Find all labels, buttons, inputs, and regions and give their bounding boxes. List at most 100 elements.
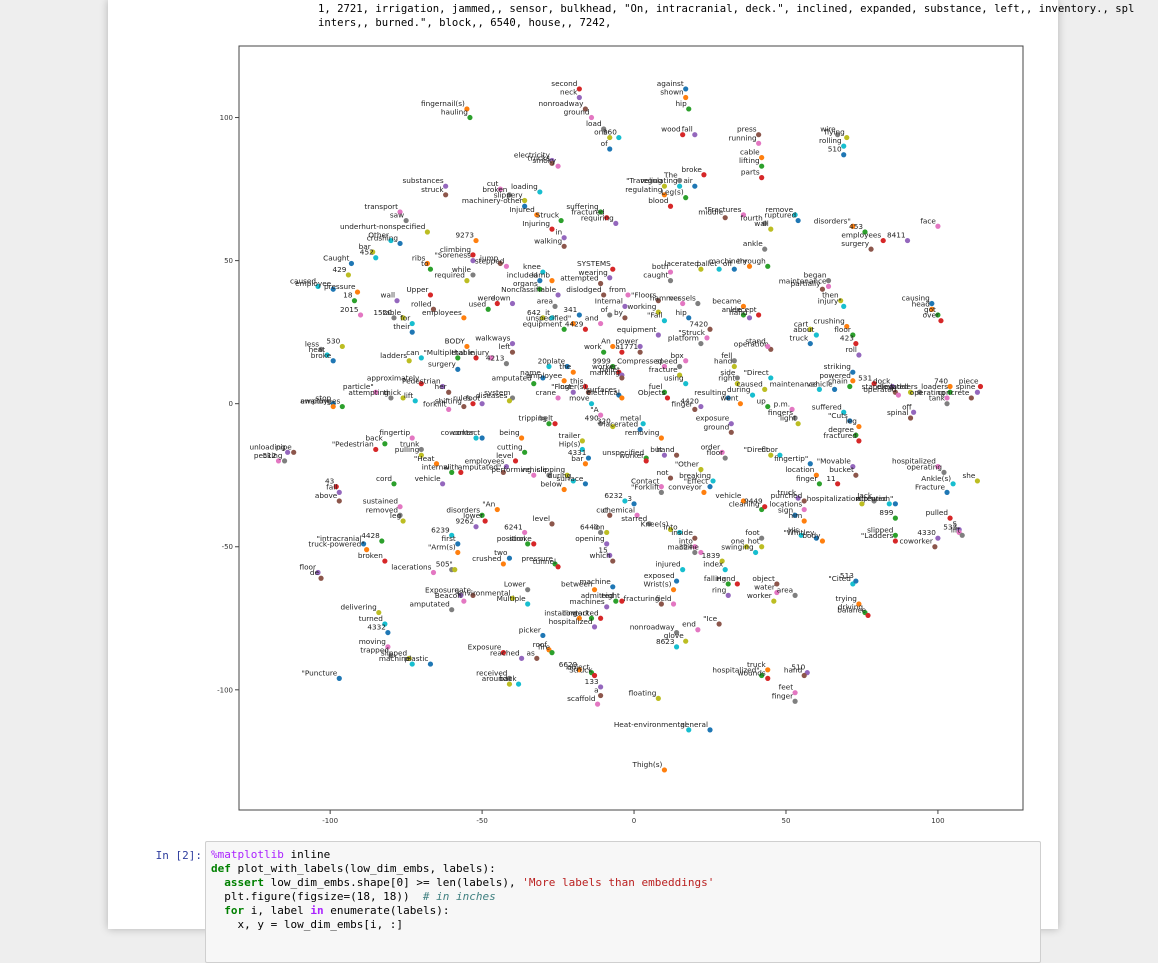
scatter-point bbox=[850, 223, 856, 229]
point-label: 43 bbox=[325, 477, 335, 486]
point-label: exposure bbox=[696, 414, 730, 423]
scatter-point bbox=[944, 489, 950, 495]
point-label: load bbox=[586, 119, 602, 128]
point-label: back bbox=[366, 434, 384, 443]
scatter-point bbox=[354, 289, 361, 295]
scatter-point bbox=[950, 481, 956, 487]
point-label: 510 bbox=[791, 663, 805, 672]
point-label: "Whitley bbox=[783, 528, 815, 537]
code-line: plt.figure(figsize=(18, 18)) # in inches bbox=[211, 890, 496, 903]
point-label: cable bbox=[740, 148, 760, 157]
point-label: above bbox=[315, 491, 338, 500]
point-label: fingernail(s) bbox=[421, 99, 465, 108]
point-label: worker bbox=[619, 451, 644, 460]
scatter-point bbox=[482, 518, 488, 524]
point-label: electrical bbox=[586, 388, 619, 397]
scatter-point bbox=[667, 269, 674, 275]
scatter-point bbox=[634, 512, 640, 518]
point-label: machine bbox=[379, 654, 411, 663]
point-label: 510 bbox=[828, 145, 842, 154]
scatter-point bbox=[479, 435, 485, 441]
scatter-point bbox=[841, 303, 847, 309]
point-label: 1771 bbox=[620, 342, 639, 351]
point-label: off bbox=[723, 259, 733, 268]
scatter-point bbox=[461, 598, 467, 604]
code-editor[interactable]: %matplotlib inline def plot_with_labels(… bbox=[211, 848, 714, 932]
scatter-point bbox=[838, 298, 844, 304]
point-label: suffering bbox=[566, 202, 598, 211]
scatter-point bbox=[509, 349, 516, 355]
scatter-point bbox=[895, 392, 902, 398]
scatter-point bbox=[746, 315, 753, 321]
scatter-point bbox=[886, 501, 892, 507]
point-label: were bbox=[477, 294, 495, 303]
point-label: unspecified bbox=[602, 448, 644, 457]
point-label: fall bbox=[682, 125, 693, 134]
scatter-point bbox=[941, 469, 947, 475]
point-label: ladders bbox=[891, 382, 918, 391]
scatter-point bbox=[525, 587, 531, 593]
point-label: employee bbox=[295, 279, 332, 288]
scatter-point bbox=[598, 684, 604, 690]
scatter-point bbox=[768, 226, 774, 232]
point-label: tank bbox=[929, 394, 946, 403]
scatter-point bbox=[598, 320, 604, 327]
point-label: 423 bbox=[840, 334, 854, 343]
scatter-point bbox=[825, 278, 832, 284]
scatter-point bbox=[719, 449, 725, 455]
point-label: operating bbox=[907, 462, 942, 471]
scatter-point bbox=[497, 260, 503, 267]
scatter-point bbox=[801, 672, 807, 679]
point-label: trunk bbox=[400, 439, 420, 448]
code-token: 'More labels than embeddings' bbox=[522, 876, 715, 889]
point-label: wire bbox=[820, 125, 836, 134]
point-label: organs bbox=[513, 279, 538, 288]
point-label: Heat-environmental bbox=[614, 720, 687, 729]
point-label: blood bbox=[648, 196, 668, 205]
scatter-point bbox=[841, 143, 847, 149]
point-label: Other bbox=[368, 231, 389, 240]
scatter-point bbox=[506, 398, 513, 404]
scatter-point bbox=[856, 601, 862, 607]
scatter-point bbox=[576, 667, 582, 673]
point-label: ion bbox=[594, 522, 605, 531]
scatter-point bbox=[552, 303, 558, 309]
y-tick-label: 100 bbox=[220, 114, 233, 122]
point-label: ladders bbox=[380, 351, 407, 360]
point-label: neck bbox=[560, 88, 578, 97]
point-label: used bbox=[469, 299, 487, 308]
point-label: wood bbox=[661, 125, 681, 134]
scatter-point bbox=[470, 272, 476, 278]
code-cell[interactable]: %matplotlib inline def plot_with_labels(… bbox=[205, 841, 1041, 963]
point-label: attempting bbox=[348, 388, 389, 397]
scatter-point bbox=[607, 134, 613, 141]
scatter-point bbox=[452, 567, 458, 573]
scatter-point bbox=[409, 661, 415, 667]
point-label: struck bbox=[421, 185, 444, 194]
point-label: "Floors bbox=[631, 291, 657, 300]
scatter-point bbox=[470, 258, 476, 264]
scatter-point bbox=[959, 532, 965, 538]
point-label: as bbox=[527, 648, 535, 657]
point-label: feet bbox=[779, 683, 794, 692]
scatter-point bbox=[777, 452, 783, 458]
point-label: An bbox=[601, 336, 611, 345]
scatter-point bbox=[677, 183, 683, 189]
scatter-point bbox=[819, 538, 826, 544]
point-label: surgery bbox=[841, 239, 869, 248]
scatter-point bbox=[549, 278, 555, 284]
scatter-point bbox=[683, 638, 689, 644]
scatter-point bbox=[752, 549, 759, 556]
scatter-point bbox=[519, 435, 525, 441]
code-line: for i, label in enumerate(labels): bbox=[211, 904, 449, 917]
point-label: injured bbox=[655, 560, 680, 569]
point-label: fourth bbox=[741, 213, 763, 222]
scatter-point bbox=[759, 672, 765, 679]
scatter-point bbox=[430, 306, 437, 312]
point-label: up bbox=[756, 397, 766, 406]
scatter-point bbox=[673, 629, 680, 636]
point-label: 429 bbox=[332, 265, 346, 274]
point-label: trailer bbox=[558, 431, 580, 440]
point-label: equipment bbox=[617, 325, 657, 334]
